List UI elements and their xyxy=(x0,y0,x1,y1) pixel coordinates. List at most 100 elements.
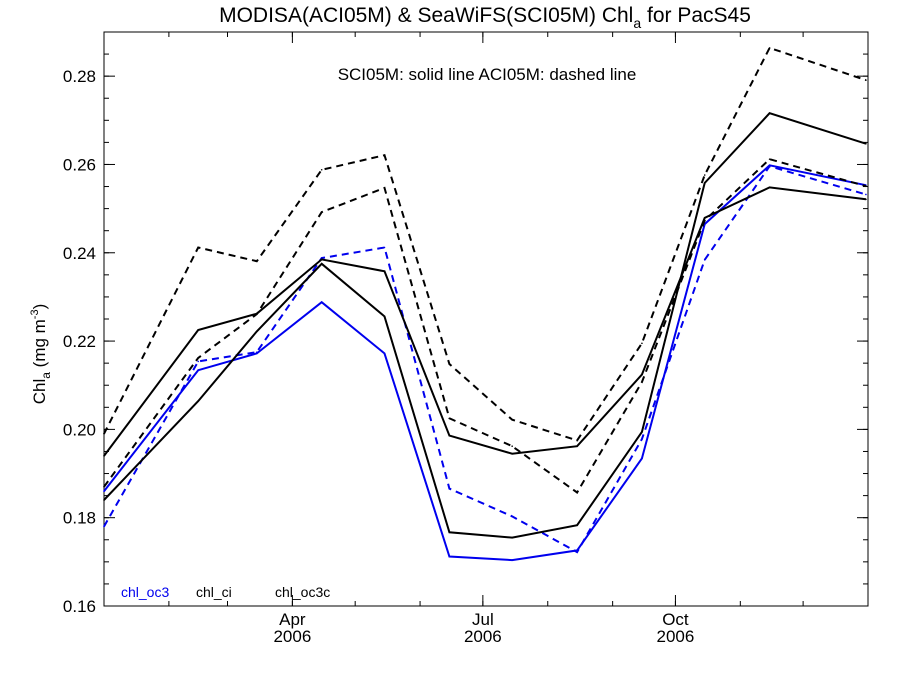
data-point xyxy=(865,185,867,187)
data-point xyxy=(768,158,771,160)
series-chl_oc3c-aci05m xyxy=(103,158,867,494)
data-point xyxy=(511,418,513,421)
data-point xyxy=(255,351,258,353)
data-point xyxy=(320,301,323,304)
data-point xyxy=(448,417,451,420)
data-point xyxy=(865,193,867,196)
data-point xyxy=(641,381,643,383)
data-point xyxy=(576,445,578,447)
data-point xyxy=(511,536,513,539)
plot-frame xyxy=(103,31,869,607)
data-point xyxy=(576,439,578,442)
y-tick-label: 0.28 xyxy=(63,67,96,86)
legend-entry-chl_oc3c: chl_oc3c xyxy=(275,584,330,600)
data-point xyxy=(383,154,386,156)
data-point xyxy=(511,515,513,518)
series-line xyxy=(103,158,867,494)
data-point xyxy=(255,313,258,315)
data-point xyxy=(641,373,643,376)
chart-title: MODISA(ACI05M) & SeaWiFS(SCI05M) Chla fo… xyxy=(219,4,751,31)
x-tick-label: Oct xyxy=(662,610,689,629)
data-point xyxy=(576,491,578,494)
series-line xyxy=(103,165,867,554)
y-axis-label: Chla (mg m-3) xyxy=(29,304,53,405)
series-line xyxy=(103,164,867,562)
data-point xyxy=(383,270,386,273)
data-point xyxy=(448,363,451,365)
x-tick-year-label: 2006 xyxy=(464,627,502,646)
data-point xyxy=(197,329,199,331)
data-point xyxy=(768,186,771,189)
data-point xyxy=(576,551,578,553)
data-point xyxy=(448,531,451,534)
y-axis-label-middle: (mg m xyxy=(30,319,49,372)
x-tick-label: Apr xyxy=(279,610,306,629)
data-point xyxy=(768,112,771,115)
data-point xyxy=(255,260,258,262)
data-point xyxy=(641,438,643,440)
data-point xyxy=(703,217,706,219)
y-tick-label: 0.20 xyxy=(63,420,96,439)
data-point xyxy=(255,330,258,333)
data-point xyxy=(641,342,643,345)
data-point xyxy=(703,219,706,222)
data-point xyxy=(448,487,451,490)
data-point xyxy=(768,47,771,49)
x-tick-year-label: 2006 xyxy=(657,627,695,646)
data-point xyxy=(641,431,643,433)
data-point xyxy=(383,187,386,189)
y-axis-label-subscript: a xyxy=(39,372,53,379)
series-chl_oc3c-sci05m xyxy=(103,112,867,539)
legend: chl_oc3 chl_ci chl_oc3c xyxy=(121,584,330,600)
y-tick-label: 0.22 xyxy=(63,332,96,351)
legend-entry-chl_ci: chl_ci xyxy=(196,584,232,600)
chart-title-subscript: a xyxy=(633,15,641,31)
data-point xyxy=(103,455,105,457)
data-point xyxy=(320,168,323,171)
data-point xyxy=(197,400,199,402)
series-line xyxy=(103,112,867,539)
x-tick-label: Jul xyxy=(472,610,494,629)
y-tick-label: 0.24 xyxy=(63,244,96,263)
y-tick-label: 0.16 xyxy=(63,597,96,616)
data-point xyxy=(103,499,105,501)
data-point xyxy=(865,79,867,81)
y-axis-label-text: Chl xyxy=(30,379,49,405)
data-point xyxy=(103,433,105,435)
data-point xyxy=(703,182,706,184)
data-point xyxy=(197,369,199,372)
y-tick-label: 0.18 xyxy=(63,509,96,528)
data-point xyxy=(197,246,199,249)
data-point xyxy=(511,445,513,447)
data-point xyxy=(197,357,199,359)
series-chl_ci-aci05m xyxy=(103,46,867,442)
data-point xyxy=(383,315,386,318)
y-axis-label-superscript: -3 xyxy=(29,309,41,319)
y-axis-label-suffix: ) xyxy=(30,304,49,310)
series-chl_oc3-aci05m xyxy=(103,165,867,554)
data-point xyxy=(703,174,706,176)
data-point xyxy=(320,263,323,265)
data-point xyxy=(511,452,513,455)
chart-title-suffix: for PacS45 xyxy=(641,4,751,27)
data-point xyxy=(865,142,867,145)
data-point xyxy=(103,525,105,528)
series-line xyxy=(103,186,867,457)
data-series xyxy=(103,46,867,562)
data-point xyxy=(511,559,513,561)
x-tick-year-label: 2006 xyxy=(273,627,311,646)
data-point xyxy=(641,457,643,460)
data-point xyxy=(576,524,578,526)
data-point xyxy=(103,485,105,488)
data-point xyxy=(197,360,199,363)
data-point xyxy=(448,555,451,558)
chart-title-text: MODISA(ACI05M) & SeaWiFS(SCI05M) Chl xyxy=(219,4,633,27)
data-point xyxy=(320,258,323,261)
series-line xyxy=(103,46,867,442)
legend-entry-chl_oc3: chl_oc3 xyxy=(121,584,169,600)
data-point xyxy=(383,246,386,249)
data-point xyxy=(703,259,706,261)
data-point xyxy=(448,434,451,437)
plot-axes: 0.160.180.200.220.240.260.28Apr2006Jul20… xyxy=(63,31,869,646)
